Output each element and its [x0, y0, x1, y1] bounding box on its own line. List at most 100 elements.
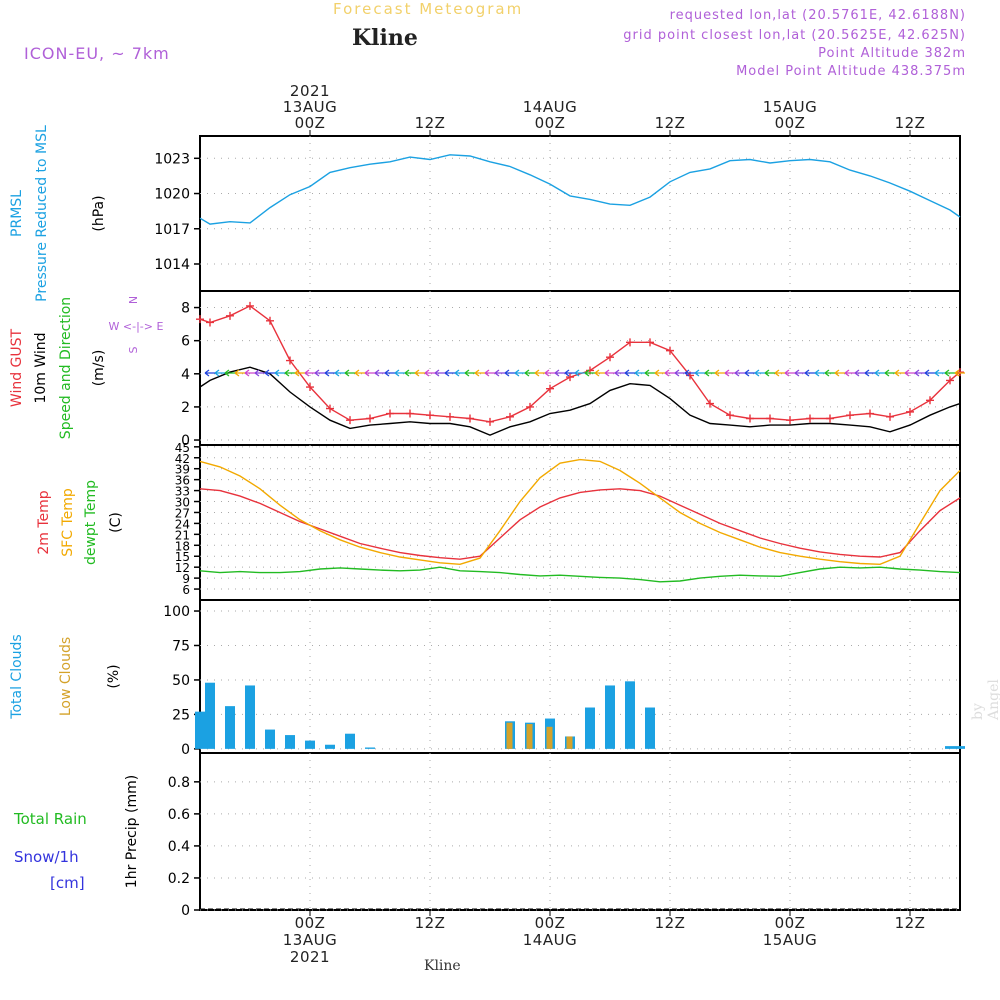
model-label: ICON-EU, ~ 7km	[24, 44, 170, 63]
wind-arrow	[904, 369, 915, 377]
cloud-bar-total	[945, 746, 955, 749]
wind-arrow	[554, 369, 565, 377]
top-time-label: 12Z	[895, 114, 926, 132]
y-tick-label: 25	[172, 707, 190, 723]
gridpoint-coords: grid point closest lon,lat (20.5625E, 42…	[623, 28, 966, 43]
wind-arrow	[544, 369, 555, 377]
y-tick-label: 6	[181, 334, 190, 350]
y-axis-label: Total Clouds	[9, 634, 25, 719]
chart-title: Forecast Meteogram	[333, 0, 524, 18]
panel-wind: 0 2 4 6 8 Wind GUST 10m Wind Speed and Directio…	[9, 290, 964, 449]
gust-marker	[486, 417, 494, 426]
top-time-label: 15AUG	[763, 98, 817, 116]
bottom-time-label: 00Z	[775, 914, 806, 932]
wind-arrow	[424, 369, 435, 377]
y-tick-label: 0.8	[168, 775, 190, 791]
y-axis-label: (m/s)	[91, 350, 107, 387]
wind-arrow	[284, 369, 295, 377]
cloud-bar-total	[645, 707, 655, 749]
bottom-time-label: 12Z	[655, 914, 686, 932]
cloud-bar-total	[195, 711, 205, 749]
y-tick-label: 75	[172, 638, 190, 654]
wind-arrow	[614, 369, 625, 377]
wind-arrow	[364, 369, 375, 377]
gust-marker	[826, 414, 834, 423]
gust-marker	[606, 353, 614, 362]
wind-arrow	[834, 369, 845, 377]
wind-arrow	[914, 369, 925, 377]
compass-north: N	[127, 296, 140, 304]
gust-marker	[446, 412, 454, 421]
gust-marker	[506, 412, 514, 421]
cloud-bar-total	[245, 685, 255, 749]
wind-arrow	[894, 369, 905, 377]
series-line-pressure	[199, 154, 961, 225]
wind-arrow	[754, 369, 765, 377]
y-axis-label: dewpt Temp	[83, 480, 99, 565]
y-tick-label: 12	[175, 561, 190, 575]
gust-marker	[246, 301, 254, 310]
gust-marker	[566, 373, 574, 382]
series-line-wind10m	[199, 366, 961, 436]
y-tick-label: 30	[175, 496, 190, 510]
wind-arrow	[434, 369, 445, 377]
y-tick-label: 15	[175, 550, 190, 564]
gust-marker	[386, 409, 394, 418]
series-line-dewpt	[199, 566, 961, 583]
wind-arrow	[884, 369, 895, 377]
panel-frame	[199, 290, 961, 446]
wind-arrow	[634, 369, 645, 377]
y-tick-label: 27	[175, 506, 190, 520]
y-tick-label: 45	[175, 441, 190, 455]
wind-arrow	[304, 369, 315, 377]
footer-location: Kline	[424, 958, 461, 974]
wind-arrow	[444, 369, 455, 377]
location-title: Kline	[352, 25, 418, 51]
wind-arrow	[324, 369, 335, 377]
wind-arrow	[584, 369, 595, 377]
wind-arrow	[294, 369, 305, 377]
bottom-time-label: 00Z	[295, 914, 326, 932]
gust-marker	[226, 311, 234, 320]
y-axis-label: (C)	[108, 512, 124, 533]
side-label: [cm]	[50, 874, 85, 892]
side-label: Snow/1h	[14, 848, 79, 866]
cloud-bar-low	[526, 724, 533, 749]
wind-arrow	[864, 369, 875, 377]
wind-arrow	[384, 369, 395, 377]
y-tick-label: 100	[163, 604, 190, 620]
y-tick-label: 1023	[154, 151, 190, 167]
compass-we: W <-|-> E	[109, 320, 164, 333]
bottom-time-label: 15AUG	[763, 931, 817, 949]
wind-arrow	[274, 369, 285, 377]
top-time-label: 00Z	[295, 114, 326, 132]
y-axis-label: 2m Temp	[36, 490, 52, 554]
gust-marker	[906, 407, 914, 416]
wind-arrow	[824, 369, 835, 377]
wind-arrow	[664, 369, 675, 377]
y-axis-label: PRMSL	[9, 190, 25, 237]
gust-marker	[326, 404, 334, 413]
cloud-bar-total	[585, 707, 595, 749]
wind-arrow	[254, 369, 265, 377]
wind-arrow	[724, 369, 735, 377]
wind-arrow	[944, 369, 955, 377]
gust-marker	[666, 346, 674, 355]
cloud-bar-total	[205, 682, 215, 749]
y-axis-label: Pressure Reduced to MSL	[34, 125, 50, 302]
wind-arrow	[484, 369, 495, 377]
wind-arrow	[854, 369, 865, 377]
wind-arrow	[604, 369, 615, 377]
y-tick-label: 2	[181, 400, 190, 416]
wind-arrow	[404, 369, 415, 377]
cloud-bar-total	[305, 740, 315, 749]
gust-marker	[306, 383, 314, 392]
top-time-label: 00Z	[535, 114, 566, 132]
wind-arrow	[954, 369, 965, 377]
wind-arrow	[784, 369, 795, 377]
wind-arrow	[494, 369, 505, 377]
cloud-bar-total	[285, 735, 295, 749]
gust-marker	[746, 414, 754, 423]
wind-arrow	[224, 369, 235, 377]
gust-marker	[866, 409, 874, 418]
